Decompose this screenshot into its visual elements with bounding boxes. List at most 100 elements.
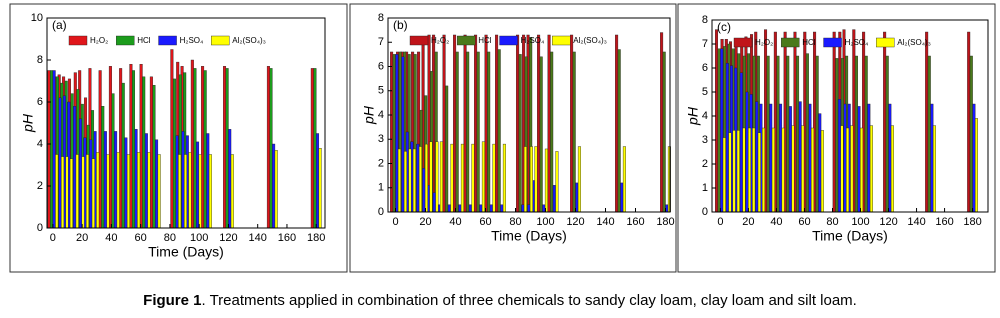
bar bbox=[184, 154, 188, 229]
bar bbox=[401, 56, 405, 213]
bar bbox=[808, 103, 812, 213]
caption: Figure 1. Treatments applied in combinat… bbox=[0, 292, 1000, 309]
bar bbox=[429, 141, 433, 213]
bar bbox=[403, 151, 407, 213]
bar bbox=[798, 101, 802, 213]
y-tick-label: 10 bbox=[31, 12, 43, 24]
bar bbox=[228, 129, 232, 229]
y-tick-label: 0 bbox=[37, 222, 43, 234]
bar bbox=[974, 118, 978, 213]
x-tick-label: 60 bbox=[479, 216, 491, 228]
bar bbox=[547, 34, 551, 213]
bar bbox=[843, 103, 847, 213]
bar bbox=[537, 34, 541, 213]
y-tick-label: 3 bbox=[702, 134, 708, 146]
bar bbox=[206, 133, 210, 229]
bar bbox=[85, 154, 89, 229]
y-axis-label: pH bbox=[20, 113, 36, 133]
bar bbox=[715, 29, 719, 213]
bar bbox=[52, 70, 56, 229]
bar bbox=[450, 143, 454, 213]
x-tick-label: 40 bbox=[449, 216, 461, 228]
bar bbox=[550, 51, 554, 213]
panel-title: (b) bbox=[393, 18, 408, 32]
bar bbox=[577, 146, 581, 213]
legend-swatch bbox=[409, 35, 429, 46]
bar bbox=[463, 34, 467, 213]
bar bbox=[932, 125, 936, 213]
bar bbox=[424, 143, 428, 213]
bar bbox=[316, 133, 320, 229]
bar bbox=[755, 101, 759, 213]
bar bbox=[435, 141, 439, 213]
bar bbox=[516, 34, 520, 213]
x-tick-label: 100 bbox=[851, 216, 869, 228]
bar bbox=[779, 103, 783, 213]
bar bbox=[455, 51, 459, 213]
x-tick-label: 100 bbox=[536, 216, 554, 228]
bar bbox=[846, 127, 850, 213]
legend-swatch bbox=[158, 35, 177, 46]
x-tick-label: 180 bbox=[307, 232, 325, 244]
bar bbox=[570, 34, 574, 213]
bar bbox=[466, 51, 470, 213]
bar bbox=[134, 129, 138, 229]
y-tick-label: 2 bbox=[37, 180, 43, 192]
bar bbox=[771, 127, 775, 213]
bar bbox=[622, 146, 626, 213]
bar bbox=[190, 59, 194, 229]
bar bbox=[418, 146, 422, 213]
bar bbox=[89, 139, 93, 229]
y-axis-label: pH bbox=[685, 106, 701, 126]
legend-label: HCl bbox=[137, 36, 151, 45]
bar bbox=[61, 156, 65, 229]
bar bbox=[835, 58, 839, 213]
bar bbox=[124, 137, 128, 229]
x-tick-label: 60 bbox=[798, 216, 810, 228]
x-tick-label: 140 bbox=[907, 216, 925, 228]
bar bbox=[157, 154, 161, 229]
bar bbox=[272, 143, 276, 229]
legend-swatch bbox=[457, 35, 476, 46]
bar bbox=[318, 147, 322, 229]
bar bbox=[864, 55, 868, 213]
bar bbox=[745, 91, 749, 213]
legend-label: H₂O₂ bbox=[755, 38, 773, 47]
bar bbox=[188, 152, 192, 229]
bar bbox=[728, 132, 732, 213]
bar bbox=[142, 76, 146, 229]
bar bbox=[114, 131, 118, 229]
bar bbox=[474, 34, 478, 213]
y-tick-label: 5 bbox=[378, 85, 384, 97]
bar bbox=[458, 204, 462, 213]
panel-title: (c) bbox=[717, 20, 731, 34]
bar bbox=[860, 127, 864, 213]
legend-swatch bbox=[876, 37, 895, 48]
bar bbox=[766, 55, 770, 213]
bar bbox=[170, 49, 174, 229]
bar bbox=[269, 68, 273, 229]
bar bbox=[313, 68, 317, 229]
bar bbox=[108, 66, 112, 229]
bar bbox=[119, 68, 123, 229]
bar bbox=[47, 70, 51, 229]
bar bbox=[781, 127, 785, 213]
x-tick-label: 20 bbox=[76, 232, 88, 244]
bar bbox=[885, 55, 889, 213]
bar bbox=[152, 84, 156, 229]
bar bbox=[927, 55, 931, 213]
legend-label: H₂SO₄ bbox=[521, 36, 545, 45]
x-tick-label: 40 bbox=[770, 216, 782, 228]
bar bbox=[534, 146, 538, 213]
bar bbox=[412, 148, 416, 213]
bar bbox=[447, 204, 451, 213]
y-tick-label: 4 bbox=[378, 109, 384, 121]
y-tick-label: 7 bbox=[702, 38, 708, 50]
bar bbox=[539, 56, 543, 213]
bar bbox=[732, 130, 736, 213]
bar bbox=[752, 127, 756, 213]
y-tick-label: 1 bbox=[378, 182, 384, 194]
plot-frame bbox=[46, 17, 326, 229]
x-tick-label: 0 bbox=[392, 216, 398, 228]
bar bbox=[126, 154, 130, 229]
